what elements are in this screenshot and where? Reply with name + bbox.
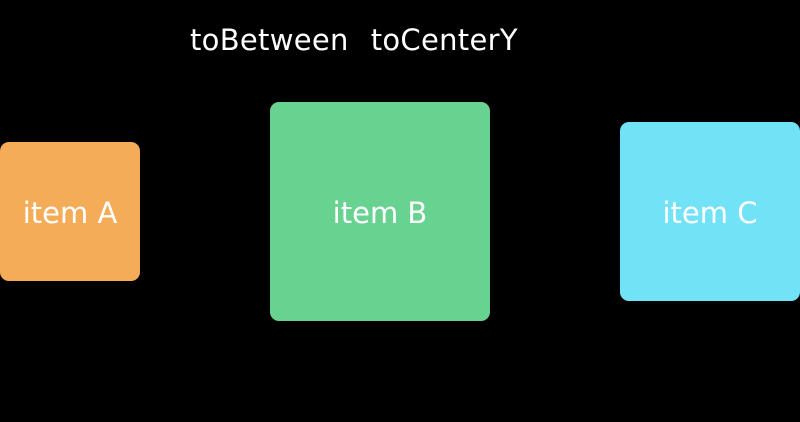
item-a-label: item A [22, 195, 118, 230]
to-between-label: toBetween [190, 23, 349, 57]
to-center-y-label: toCenterY [370, 23, 518, 57]
item-c-box: item C [620, 122, 800, 301]
layout-label-row: toBetween toCenterY [190, 18, 518, 62]
item-a-box: item A [0, 142, 140, 281]
item-b-label: item B [332, 195, 428, 230]
item-c-label: item C [662, 195, 758, 230]
item-b-box: item B [270, 102, 490, 321]
